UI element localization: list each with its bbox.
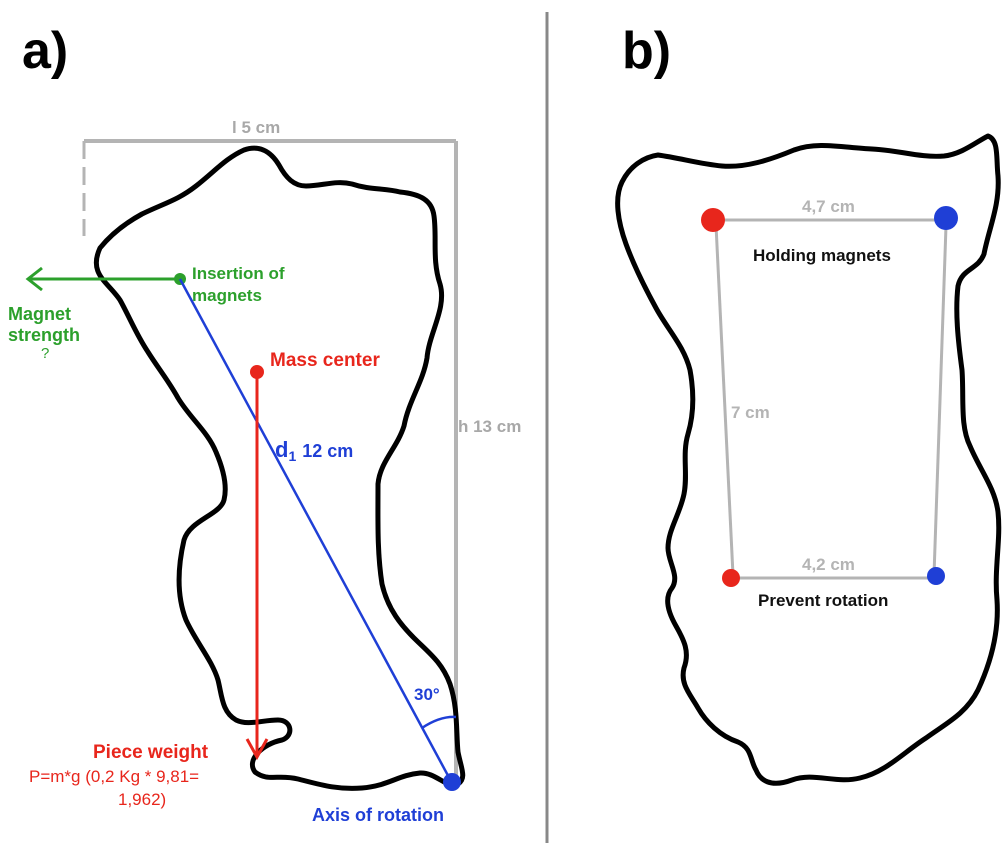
panel-a: a) l 5 cm h 13 cm Insertion of magnets M… <box>8 22 521 825</box>
formula-line1: P=m*g (0,2 Kg * 9,81= <box>29 767 199 786</box>
piece-outline-a <box>93 145 466 791</box>
right-connector <box>932 225 948 576</box>
piece-weight-label: Piece weight <box>93 742 209 763</box>
holding-magnets-label: Holding magnets <box>753 246 891 265</box>
panel-b-label: b) <box>622 22 671 80</box>
axis-of-rotation-label: Axis of rotation <box>312 805 444 825</box>
distance-value: 12 cm <box>302 441 353 461</box>
magnet-strength-label-line2: strength <box>8 325 80 345</box>
top-distance-label: 4,7 cm <box>802 197 855 216</box>
holding-magnet-red <box>701 208 725 232</box>
angle-label: 30° <box>414 685 440 704</box>
prevent-magnet-blue <box>927 567 945 585</box>
distance-prefix: d <box>275 437 288 462</box>
panel-b: b) 4,7 cm Holding magnets 7 cm 4,2 cm Pr… <box>615 22 1002 786</box>
insertion-label-line1: Insertion of <box>192 264 285 283</box>
insertion-label-line2: magnets <box>192 286 262 305</box>
height-dimension-label: h 13 cm <box>458 417 521 436</box>
bottom-distance-label: 4,2 cm <box>802 555 855 574</box>
holding-magnet-blue <box>934 206 958 230</box>
axis-of-rotation-point <box>443 773 461 791</box>
mass-center-label: Mass center <box>270 350 380 371</box>
distance-label: d1 12 cm <box>275 437 353 464</box>
magnet-strength-label-line1: Magnet <box>8 304 71 324</box>
side-distance-label: 7 cm <box>731 403 770 422</box>
magnet-strength-value: ? <box>41 345 49 362</box>
piece-weight-arrowhead <box>245 738 269 761</box>
distance-line <box>178 278 454 784</box>
left-connector <box>714 224 735 576</box>
magnet-strength-arrowhead <box>25 266 43 292</box>
panel-a-label: a) <box>22 22 68 80</box>
prevent-rotation-label: Prevent rotation <box>758 591 888 610</box>
piece-outline-b <box>615 133 1002 786</box>
formula-line2: 1,962) <box>118 790 166 809</box>
width-dimension-label: l 5 cm <box>232 118 280 137</box>
prevent-magnet-red <box>722 569 740 587</box>
angle-arc <box>421 715 457 730</box>
distance-subscript: 1 <box>288 448 296 464</box>
